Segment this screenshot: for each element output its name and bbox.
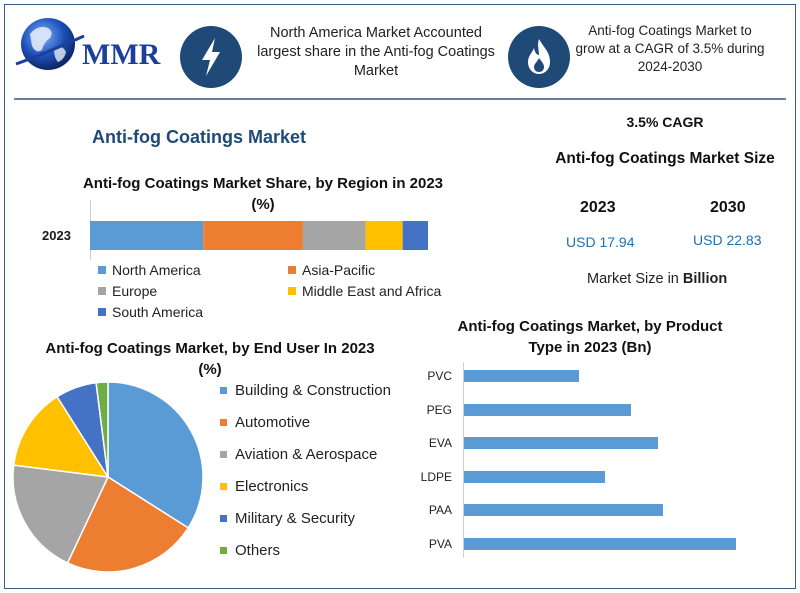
product-bar-pva — [464, 537, 736, 550]
legend-swatch — [220, 451, 227, 458]
region-segment-north-america — [90, 221, 204, 250]
globe-logo-icon — [15, 18, 85, 70]
end-user-pie-chart — [12, 381, 204, 573]
legend-swatch — [220, 387, 227, 394]
legend-label: Military & Security — [235, 510, 356, 527]
end-user-chart-title: Anti-fog Coatings Market, by End User In… — [45, 340, 375, 378]
product-label-peg: PEG — [426, 402, 452, 417]
region-chart-title: Anti-fog Coatings Market Share, by Regio… — [82, 175, 444, 213]
pie-legend-item-automotive: Automotive — [220, 414, 310, 431]
legend-label: Automotive — [235, 414, 311, 431]
product-bar-peg — [464, 403, 632, 416]
unit-bold: Billion — [682, 271, 728, 287]
legend-swatch — [220, 547, 227, 554]
header-center-text: North America Market Accounted largest s… — [257, 25, 495, 79]
region-legend-item-asia-pacific: Asia-Pacific — [288, 262, 375, 278]
product-chart-title: Anti-fog Coatings Market, by Product Typ… — [457, 318, 723, 356]
main-title: Anti-fog Coatings Market — [92, 127, 306, 147]
value-2030: USD 22.83 — [693, 232, 762, 248]
market-size-unit: Market Size in Billion — [587, 271, 727, 287]
pie-legend-item-electronics: Electronics — [220, 478, 308, 495]
legend-label: Europe — [112, 283, 158, 299]
legend-swatch — [288, 266, 296, 274]
region-segment-south-america — [402, 221, 428, 250]
region-legend-item-south-america: South America — [98, 304, 203, 320]
region-segment-asia-pacific — [203, 221, 303, 250]
region-legend: North America Asia-Pacific Europe Middle Ea… — [98, 262, 458, 322]
pie-legend-item-building-and-construction: Building & Construction — [220, 382, 391, 399]
unit-prefix: Market Size in — [587, 271, 683, 287]
legend-label: Middle East and Africa — [302, 283, 442, 299]
legend-swatch — [98, 308, 106, 316]
logo-text: MMR — [82, 38, 161, 71]
pie-legend-item-aviation-and-aerospace: Aviation & Aerospace — [220, 446, 377, 463]
product-label-eva: EVA — [428, 436, 452, 450]
value-2023: USD 17.94 — [566, 234, 635, 250]
year-2023-label: 2023 — [580, 199, 616, 216]
product-bar-eva — [464, 437, 658, 449]
pie-legend-item-military-and-security: Military & Security — [220, 510, 355, 527]
product-label-paa: PAA — [428, 503, 452, 517]
region-legend-item-middle-east-and-africa: Middle East and Africa — [288, 283, 441, 299]
pie-legend-item-others: Others — [220, 542, 280, 559]
flame-icon — [508, 26, 570, 88]
product-label-pva: PVA — [428, 536, 452, 551]
header-divider — [14, 98, 786, 100]
legend-swatch — [98, 287, 106, 295]
header-right-text: Anti-fog Coatings Market to grow at a CA… — [575, 23, 765, 74]
infographic-frame — [4, 4, 796, 589]
product-bar-pvc — [464, 370, 580, 382]
product-bar-paa — [464, 504, 663, 516]
legend-label: Others — [235, 542, 281, 559]
pie-slice-electronics — [12, 395, 110, 478]
legend-swatch — [220, 419, 227, 426]
year-2030-label: 2030 — [710, 199, 746, 216]
legend-swatch — [220, 483, 227, 490]
legend-label: North America — [112, 262, 201, 278]
legend-swatch — [288, 287, 296, 295]
market-size-title: Anti-fog Coatings Market Size — [555, 150, 775, 167]
product-axis-line — [463, 362, 464, 558]
region-bar-year-label: 2023 — [42, 228, 71, 243]
product-label-pvc: PVC — [427, 369, 452, 383]
legend-label: South America — [112, 304, 204, 320]
region-segment-europe — [302, 221, 366, 250]
pie-slice-others — [95, 381, 109, 478]
product-bar-chart: PVC PEG EVA LDPE PAA PVA — [412, 362, 762, 558]
legend-label: Asia-Pacific — [302, 262, 376, 278]
legend-label: Electronics — [235, 478, 309, 495]
legend-label: Building & Construction — [235, 382, 391, 399]
product-label-ldpe: LDPE — [420, 469, 452, 484]
pie-slice-aviation-and-aerospace — [12, 464, 110, 564]
pie-slice-automotive — [66, 475, 190, 573]
region-stacked-bar — [90, 221, 428, 250]
cagr-text: 3.5% CAGR — [626, 114, 704, 130]
region-segment-middle-east-and-africa — [365, 221, 403, 250]
legend-swatch — [98, 266, 106, 274]
legend-label: Aviation & Aerospace — [235, 446, 378, 463]
region-legend-item-north-america: North America — [98, 262, 201, 278]
lightning-bolt-icon — [180, 26, 242, 88]
legend-swatch — [220, 515, 227, 522]
region-legend-item-europe: Europe — [98, 283, 157, 299]
product-bar-ldpe — [464, 470, 606, 483]
